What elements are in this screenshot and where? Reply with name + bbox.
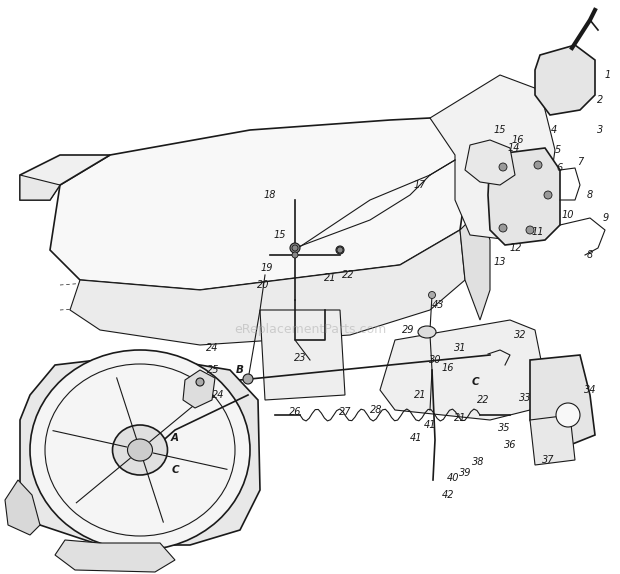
Polygon shape: [183, 370, 215, 408]
Text: 1: 1: [605, 70, 611, 80]
Text: 22: 22: [342, 270, 354, 280]
Text: C: C: [471, 377, 479, 387]
Text: 15: 15: [274, 230, 286, 240]
Text: 7: 7: [577, 157, 583, 167]
Circle shape: [336, 246, 344, 254]
Text: 41: 41: [410, 433, 422, 443]
Text: 21: 21: [324, 273, 336, 283]
Text: 16: 16: [512, 135, 525, 145]
Text: 4: 4: [551, 125, 557, 135]
Text: 18: 18: [264, 190, 277, 200]
Polygon shape: [465, 140, 515, 185]
Text: 25: 25: [206, 365, 219, 375]
Text: 30: 30: [429, 355, 441, 365]
Circle shape: [337, 247, 343, 253]
Polygon shape: [535, 45, 595, 115]
Text: 28: 28: [370, 405, 383, 415]
Text: 9: 9: [603, 213, 609, 223]
Polygon shape: [70, 230, 465, 345]
Circle shape: [292, 252, 298, 258]
Polygon shape: [260, 310, 345, 400]
Polygon shape: [530, 355, 595, 445]
Text: 16: 16: [441, 363, 454, 373]
Circle shape: [243, 374, 253, 384]
Circle shape: [556, 403, 580, 427]
Circle shape: [292, 245, 298, 251]
Text: 12: 12: [510, 243, 522, 253]
Polygon shape: [5, 480, 40, 535]
Text: 41: 41: [423, 420, 436, 430]
Text: B: B: [236, 365, 244, 375]
Polygon shape: [460, 210, 490, 320]
Polygon shape: [530, 415, 575, 465]
Text: 42: 42: [441, 490, 454, 500]
Circle shape: [290, 243, 300, 253]
Polygon shape: [50, 118, 470, 290]
Text: C: C: [171, 465, 179, 475]
Polygon shape: [20, 175, 60, 200]
Circle shape: [499, 224, 507, 232]
Polygon shape: [380, 320, 545, 420]
Text: 24: 24: [212, 390, 224, 400]
Text: 32: 32: [514, 330, 526, 340]
Text: 37: 37: [542, 455, 554, 465]
Text: 13: 13: [494, 257, 507, 267]
Text: A: A: [171, 433, 179, 443]
Text: 21: 21: [414, 390, 427, 400]
Text: 24: 24: [206, 343, 218, 353]
Text: 15: 15: [494, 125, 507, 135]
Text: 10: 10: [562, 210, 574, 220]
Polygon shape: [55, 540, 175, 572]
Ellipse shape: [112, 425, 167, 475]
Polygon shape: [430, 75, 555, 240]
Text: 8: 8: [587, 190, 593, 200]
Text: 35: 35: [498, 423, 510, 433]
Text: eReplacementParts.com: eReplacementParts.com: [234, 324, 386, 336]
Text: 5: 5: [555, 145, 561, 155]
Text: 14: 14: [508, 143, 520, 153]
Text: 31: 31: [454, 343, 466, 353]
Text: 27: 27: [339, 407, 352, 417]
Text: 3: 3: [597, 125, 603, 135]
Text: 21: 21: [454, 413, 466, 423]
Text: 40: 40: [447, 473, 459, 483]
Text: 26: 26: [289, 407, 301, 417]
Polygon shape: [20, 155, 110, 200]
Text: 2: 2: [597, 95, 603, 105]
Text: 6: 6: [557, 163, 563, 173]
Text: 36: 36: [503, 440, 516, 450]
Text: 43: 43: [432, 300, 445, 310]
Text: 23: 23: [294, 353, 306, 363]
Text: 29: 29: [402, 325, 414, 335]
Text: 11: 11: [532, 227, 544, 237]
Text: 38: 38: [472, 457, 484, 467]
Circle shape: [499, 163, 507, 171]
Text: 22: 22: [477, 395, 489, 405]
Polygon shape: [488, 148, 560, 245]
Polygon shape: [20, 355, 260, 545]
Text: 8: 8: [587, 250, 593, 260]
Text: 34: 34: [584, 385, 596, 395]
Circle shape: [196, 378, 204, 386]
Ellipse shape: [128, 439, 153, 461]
Ellipse shape: [30, 350, 250, 550]
Circle shape: [544, 191, 552, 199]
Text: 17: 17: [414, 180, 427, 190]
Circle shape: [534, 161, 542, 169]
Ellipse shape: [418, 326, 436, 338]
Text: 20: 20: [257, 280, 269, 290]
Text: 33: 33: [519, 393, 531, 403]
Circle shape: [428, 292, 435, 298]
Text: 19: 19: [261, 263, 273, 273]
Text: 39: 39: [459, 468, 471, 478]
Circle shape: [526, 226, 534, 234]
